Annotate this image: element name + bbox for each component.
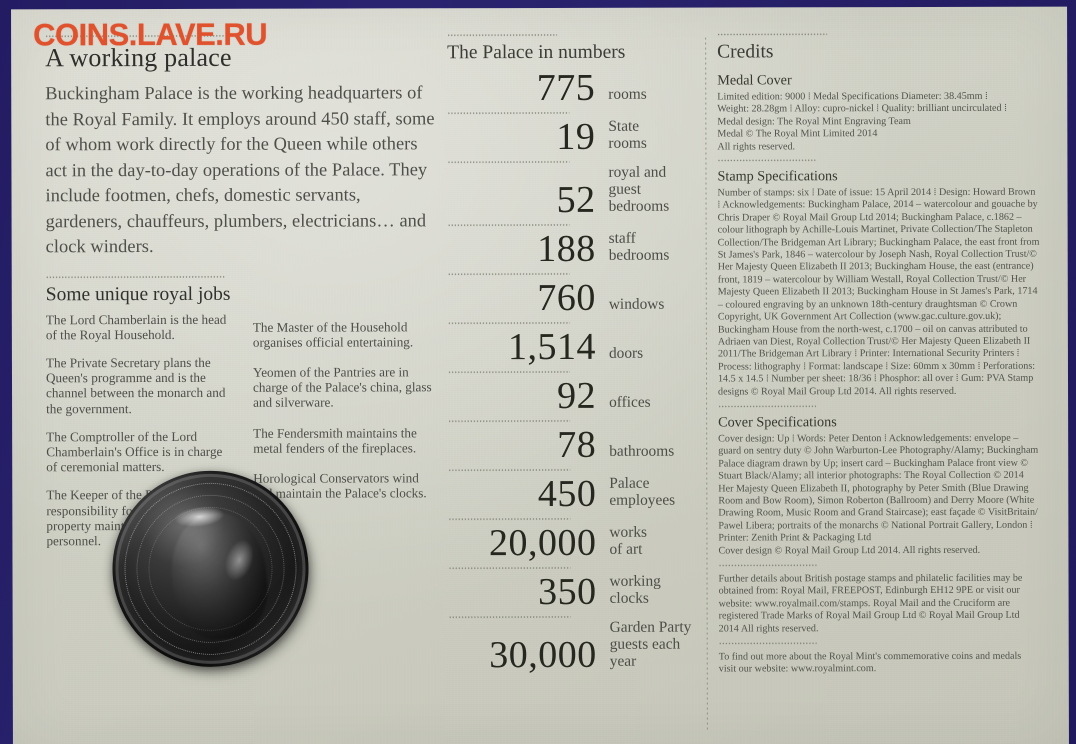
palace-number-label: Garden Party guests each year — [609, 618, 692, 670]
medal-face — [102, 460, 319, 677]
palace-number-row: 20,000 works of art — [448, 521, 698, 566]
palace-number-row: 30,000 Garden Party guests each year — [449, 619, 699, 678]
subheading-cover-specifications: Cover Specifications — [718, 414, 837, 431]
palace-number-label: staff bedrooms — [608, 229, 670, 264]
royal-mail-contact-note: Further details about British postage st… — [718, 572, 1023, 635]
medal-cover-line: Medal design: The Royal Mint Engraving T… — [717, 115, 911, 128]
palace-number-row: 1,514 doors — [448, 325, 698, 370]
palace-number-value: 775 — [536, 66, 596, 110]
palace-number-divider — [447, 321, 570, 325]
palace-number-label: offices — [609, 393, 651, 411]
rule-top-right — [717, 33, 828, 36]
section-heading-palace-numbers: The Palace in numbers — [447, 41, 626, 64]
subheading-medal-cover: Medal Cover — [717, 72, 792, 89]
subheading-stamp-specifications: Stamp Specifications — [717, 168, 838, 185]
palace-number-row: 775 rooms — [447, 66, 697, 111]
palace-number-value: 1,514 — [507, 325, 596, 369]
palace-number-value: 188 — [537, 227, 596, 271]
palace-number-divider — [447, 370, 570, 374]
job-item: The Lord Chamberlain is the head of the … — [45, 311, 227, 342]
medal-cover-line: Limited edition: 9000 ⁞ Medal Specificat… — [717, 90, 988, 103]
insert-card: A working palace Buckingham Palace is th… — [11, 6, 1069, 744]
palace-number-label: Palace employees — [609, 474, 676, 509]
section-heading-royal-jobs: Some unique royal jobs — [45, 283, 231, 305]
section-heading-credits: Credits — [717, 41, 774, 63]
palace-number-divider — [448, 566, 571, 570]
rule-cover-specs — [718, 405, 817, 408]
rule-royal-mint-note — [718, 642, 817, 645]
palace-number-label: working clocks — [609, 572, 661, 607]
palace-number-row: 350 working clocks — [449, 570, 699, 615]
palace-number-row: 19 State rooms — [447, 115, 697, 160]
palace-number-value: 30,000 — [489, 633, 597, 677]
column-middle: The Palace in numbers 775 rooms 19 State roo… — [447, 33, 699, 678]
palace-number-row: 760 windows — [448, 276, 698, 321]
job-item: The Private Secretary plans the Queen's … — [45, 354, 226, 416]
palace-number-label: State rooms — [608, 117, 647, 152]
palace-number-value: 350 — [538, 570, 597, 614]
palace-number-label: bathrooms — [609, 442, 675, 460]
palace-number-label: works of art — [609, 523, 648, 558]
royal-mint-contact-note: To find out more about the Royal Mint's … — [718, 650, 1022, 675]
medal-cover-line: Weight: 28.28gm ⁞ Alloy: cupro-nickel ⁞ … — [717, 103, 1007, 115]
palace-number-label: windows — [608, 295, 665, 313]
medal-cover-line: Medal © The Royal Mint Limited 2014 — [717, 128, 878, 140]
palace-number-value: 20,000 — [488, 521, 597, 565]
palace-number-row: 188 staff bedrooms — [448, 227, 698, 272]
palace-number-value: 92 — [556, 374, 597, 417]
palace-number-divider — [447, 111, 570, 115]
palace-number-divider — [447, 272, 570, 276]
stamp-specifications-body: Number of stamps: six ⁞ Date of issue: 1… — [717, 186, 1040, 398]
column-right: Credits Medal Cover Limited edition: 900… — [717, 33, 1041, 677]
rule-stamp-specs — [717, 159, 816, 162]
cover-specifications-copyright: Cover design © Royal Mail Group Ltd 2014… — [718, 544, 981, 557]
palace-number-label: doors — [608, 344, 644, 362]
palace-number-label: royal and guest bedrooms — [608, 163, 670, 215]
palace-number-divider — [448, 419, 571, 423]
site-watermark: COINS.LAVE.RU — [33, 16, 268, 53]
intro-paragraph: Buckingham Palace is the working headqua… — [45, 82, 435, 257]
palace-number-divider — [448, 468, 571, 472]
medal-cover-line: All rights reserved. — [717, 140, 796, 153]
palace-number-value: 78 — [557, 423, 597, 466]
palace-number-value: 19 — [556, 115, 596, 158]
palace-number-value: 52 — [556, 178, 596, 221]
job-item: Yeomen of the Pantries are in charge of … — [252, 364, 432, 411]
palace-number-label: rooms — [608, 85, 647, 103]
rule-jobs — [45, 275, 226, 278]
commemorative-medal — [102, 460, 319, 677]
column-divider-dotted — [705, 37, 708, 730]
job-item: The Comptroller of the Lord Chamberlain'… — [46, 428, 223, 475]
rule-top-middle — [447, 33, 558, 37]
palace-number-row: 450 Palace employees — [448, 472, 698, 517]
palace-number-value: 760 — [537, 276, 596, 320]
cover-specifications-body: Cover design: Up ⁞ Words: Peter Denton ⁞… — [718, 432, 1039, 544]
palace-number-divider — [447, 223, 570, 227]
medal-rim — [105, 464, 316, 674]
palace-number-row: 92 offices — [448, 374, 698, 419]
palace-number-divider — [448, 615, 571, 619]
job-item: The Master of the Household organises of… — [252, 318, 414, 350]
palace-number-row: 78 bathrooms — [448, 423, 698, 468]
palace-number-value: 450 — [537, 472, 597, 516]
palace-number-divider — [448, 517, 571, 521]
palace-numbers-list: 775 rooms 19 State rooms 52 royal and guest bed… — [447, 66, 699, 678]
job-item: The Fendersmith maintains the metal fend… — [253, 424, 417, 456]
rule-royal-mail-note — [718, 564, 817, 567]
palace-number-row: 52 royal and guest bedrooms — [447, 164, 697, 223]
palace-number-divider — [447, 160, 570, 164]
